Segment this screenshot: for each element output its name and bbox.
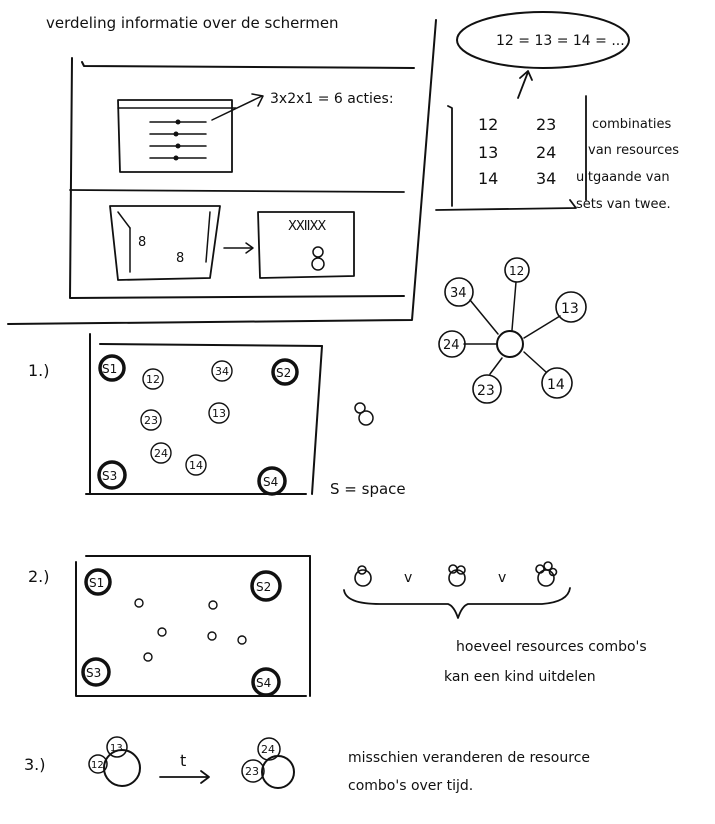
s2-s4-label: S4: [256, 676, 271, 690]
list-screen: [117, 93, 264, 173]
svg-text:8: 8: [138, 235, 146, 250]
combinations-note-3: uitgaande van: [576, 170, 670, 185]
combinations: 12 = 13 = 14 = ... 12 23 13 24 14 34 com…: [435, 11, 679, 212]
before-label-13: 13: [110, 743, 123, 754]
star-node-12: 12: [509, 264, 524, 278]
pair-23: 23: [536, 115, 556, 134]
res-24: 24: [154, 447, 168, 460]
separator-2: v: [498, 570, 506, 586]
equation: 12 = 13 = 14 = ...: [496, 33, 625, 49]
star-center: [496, 330, 524, 358]
space-legend: S = space: [330, 480, 406, 498]
section-3: 3.) 13 12 t 24 23 misschien veranderen d…: [24, 736, 590, 794]
equation-bubble: [456, 11, 630, 69]
combinations-note-4: sets van twee.: [576, 197, 671, 212]
screen-sketch: 3x2x1 = 6 acties: 8 8 XXIIXX: [69, 57, 415, 299]
combinations-note-2: van resources: [588, 143, 679, 158]
grouping-brace: [343, 587, 571, 619]
s1-label: S1: [102, 362, 117, 376]
after-label-24: 24: [261, 743, 275, 756]
separator-1: v: [404, 570, 412, 586]
change-note-1: misschien veranderen de resource: [348, 750, 590, 766]
combo-note-1: hoeveel resources combo's: [456, 639, 647, 655]
s2-s1-label: S1: [89, 576, 104, 590]
after-label-23: 23: [245, 765, 259, 778]
svg-text:8: 8: [176, 251, 184, 266]
room-screen: 8 8 XXIIXX: [109, 205, 355, 281]
star-node-23: 23: [477, 383, 495, 399]
s4-label: S4: [263, 475, 278, 489]
section-2-number: 2.): [28, 567, 50, 586]
s2-s2-label: S2: [256, 580, 271, 594]
change-note-2: combo's over tijd.: [348, 778, 473, 794]
section-1-number: 1.): [28, 361, 50, 380]
top-section-frame: [7, 19, 437, 325]
actions-note: 3x2x1 = 6 acties:: [270, 91, 394, 107]
star-diagram: 34 12 13 24 23 14: [438, 257, 587, 404]
star-node-24: 24: [443, 338, 460, 353]
res-12: 12: [146, 373, 160, 386]
pair-24: 24: [536, 143, 556, 162]
section-1: 1.) S1 S2 S3 S4 12 34 23 13 24 14 S = sp…: [28, 333, 406, 498]
s2-s3-label: S3: [86, 666, 101, 680]
pair-13: 13: [478, 143, 498, 162]
star-node-13: 13: [561, 301, 579, 317]
res-23: 23: [144, 414, 158, 427]
pair-12: 12: [478, 115, 498, 134]
pair-14: 14: [478, 169, 498, 188]
svg-text:XXIIXX: XXIIXX: [288, 219, 326, 234]
res-13: 13: [212, 407, 226, 420]
s2-label: S2: [276, 366, 291, 380]
res-14: 14: [189, 459, 203, 472]
section-3-number: 3.): [24, 755, 46, 774]
combinations-note-1: combinaties: [592, 117, 672, 132]
s3-label: S3: [102, 469, 117, 483]
combo-note-2: kan een kind uitdelen: [444, 669, 596, 685]
time-label: t: [180, 751, 186, 770]
section-2: 2.) S1 S2 S3 S4 v v hoeveel resources co…: [28, 555, 647, 697]
before-label-12: 12: [91, 760, 104, 771]
star-node-14: 14: [547, 377, 565, 393]
star-node-34: 34: [450, 286, 467, 301]
res-34: 34: [215, 365, 229, 378]
pair-34: 34: [536, 169, 556, 188]
page-title: verdeling informatie over de schermen: [46, 14, 339, 32]
